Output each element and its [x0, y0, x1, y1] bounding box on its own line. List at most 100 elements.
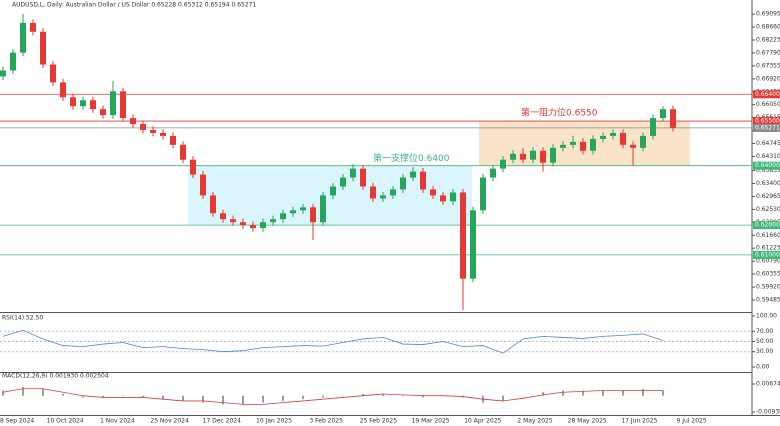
rsi-line [2, 329, 664, 354]
candle-body [360, 168, 366, 187]
macd-bar [2, 390, 4, 396]
x-tick-label: 17 Jun 2025 [621, 418, 657, 425]
candle-body [340, 177, 346, 187]
candle-body [260, 222, 266, 229]
candle-body [520, 153, 526, 160]
candle-body [200, 174, 206, 196]
candle-body [540, 150, 546, 163]
candle-body [610, 132, 616, 136]
y-tick-label: 0.66050 [756, 101, 780, 108]
candle-body [330, 186, 336, 196]
macd-bar [82, 395, 84, 398]
candle-body [560, 144, 566, 148]
zone-label: 第一阻力位0.6550 [521, 107, 598, 119]
y-tick-label: 0.62530 [756, 206, 780, 213]
candle-body [670, 109, 676, 128]
macd-bar [62, 393, 64, 396]
candle-body [490, 168, 496, 178]
macd-bar [182, 395, 184, 401]
macd-bar [162, 395, 164, 400]
x-tick-label: 8 Sep 2024 [0, 418, 34, 425]
price-label: 0.62000 [755, 222, 780, 229]
candle-body [660, 109, 666, 119]
x-tick-label: 10 Jan 2025 [256, 418, 292, 425]
candle-body [110, 91, 116, 116]
candle-body [620, 132, 626, 145]
x-tick-label: 25 Feb 2025 [360, 418, 398, 425]
price-label-box [753, 221, 780, 230]
candle-body [190, 159, 196, 175]
candle-body [630, 144, 636, 148]
x-tick-label: 1 Nov 2024 [100, 418, 135, 425]
macd-bar [382, 393, 384, 396]
macd-bar [282, 395, 284, 401]
macd-bar [602, 390, 604, 396]
macd-bar [342, 395, 344, 397]
price-label-box [753, 90, 780, 99]
candle-body [210, 195, 216, 214]
y-tick-label: 30.00 [756, 348, 773, 355]
y-tick-label: 50.00 [756, 338, 773, 345]
candle-body [70, 97, 76, 107]
macd-bar [662, 390, 664, 396]
macd-bar [322, 395, 324, 398]
candle-body [50, 64, 56, 83]
signal-line [2, 388, 663, 405]
candle-body [390, 189, 396, 196]
candle-body [590, 138, 596, 151]
y-tick-label: 0.63400 [756, 180, 780, 187]
x-tick-label: 10 Oct 2024 [47, 418, 84, 425]
macd-bar [622, 390, 624, 396]
panel-title: RSI(14) 52.50 [2, 315, 43, 322]
y-tick-label: 0.68225 [756, 37, 780, 44]
candle-body [430, 189, 436, 196]
y-tick-label: 0.59485 [756, 296, 780, 303]
price-label-box [753, 123, 780, 132]
candle-body [650, 118, 656, 136]
candle-body [350, 168, 356, 178]
zone-label: 第一支撑位0.6400 [373, 152, 450, 164]
candle-body [500, 159, 506, 169]
candle-body [480, 177, 486, 211]
panel-title: MACD(12,26,9) 0.001930 0.002504 [2, 373, 109, 380]
macd-bar [362, 393, 364, 396]
candle-body [120, 91, 126, 119]
x-tick-label: 25 Nov 2024 [150, 418, 189, 425]
candle-body [300, 207, 306, 211]
candle-body [240, 222, 246, 226]
x-tick-label: 3 Feb 2025 [309, 418, 343, 425]
y-tick-label: 0.61660 [756, 232, 780, 239]
y-tick-label: 0.68660 [756, 24, 780, 31]
macd-bar [222, 395, 224, 405]
candle-body [130, 118, 136, 125]
y-tick-label: 0.60355 [756, 271, 780, 278]
candle-body [250, 225, 256, 229]
candle-body [140, 124, 146, 130]
candle-body [100, 109, 106, 116]
candle-body [0, 70, 6, 77]
y-tick-label: 100.00 [756, 313, 777, 320]
candle-body [280, 213, 286, 220]
candle-body [460, 192, 466, 279]
candle-body [160, 132, 166, 136]
macd-bar [402, 395, 404, 397]
candle-body [580, 141, 586, 151]
price-label: 0.65271 [755, 124, 780, 131]
y-tick-label: 0.62965 [756, 193, 780, 200]
y-tick-label: -0.009381 [756, 409, 780, 416]
price-label-box [753, 250, 780, 259]
macd-bar [142, 395, 144, 398]
candle-body [290, 210, 296, 214]
price-label: 0.61000 [755, 251, 780, 258]
y-tick-label: 0.61225 [756, 245, 780, 252]
y-tick-label: 0.64745 [756, 140, 780, 147]
candle-body [90, 100, 96, 110]
y-tick-label: 70.00 [756, 328, 773, 335]
candle-body [220, 213, 226, 220]
macd-bar [242, 395, 244, 405]
x-tick-label: 10 Apr 2025 [464, 418, 501, 425]
y-tick-label: 0.60790 [756, 258, 780, 265]
macd-bar [102, 395, 104, 398]
y-tick-label: 0.00 [756, 364, 770, 371]
candle-body [380, 195, 386, 199]
